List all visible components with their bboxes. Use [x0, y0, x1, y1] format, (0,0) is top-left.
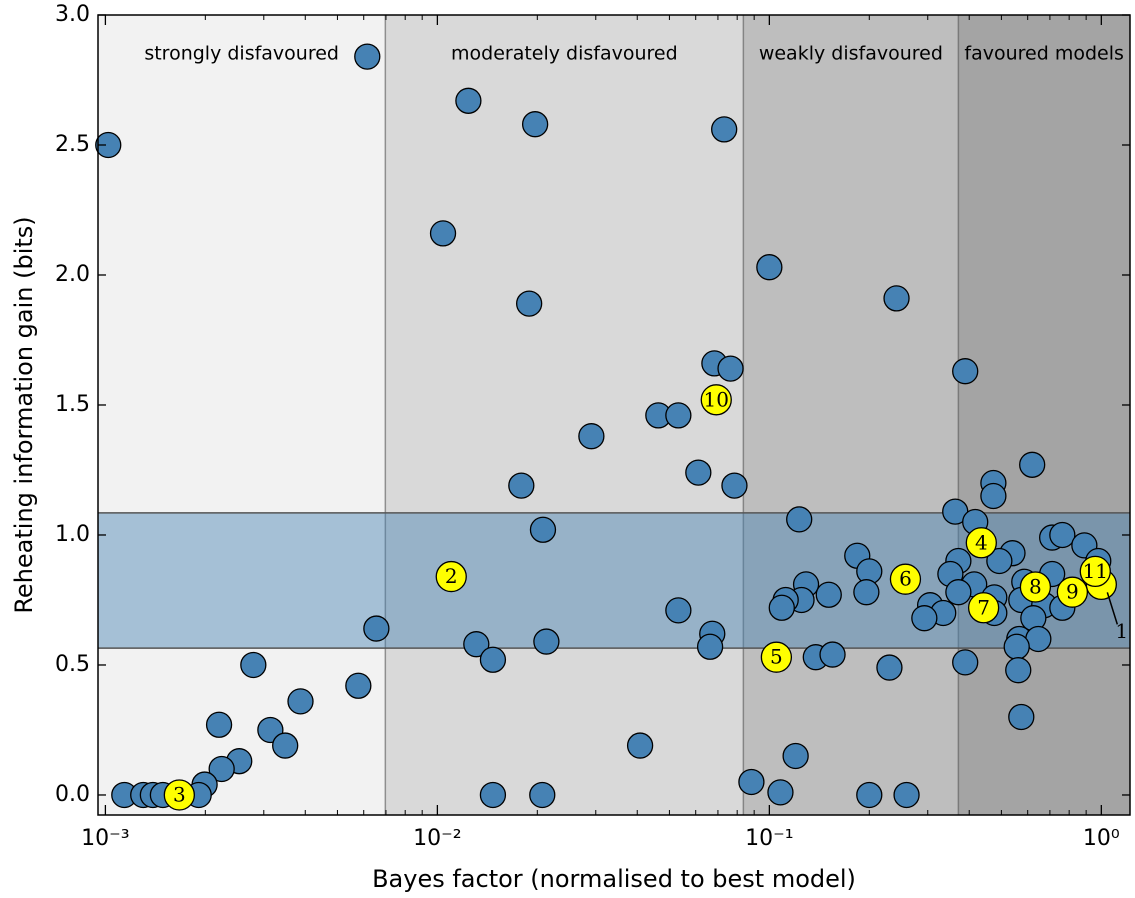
point	[479, 781, 507, 809]
y-axis-label: Reheating information gain (bits)	[10, 216, 38, 613]
point-label: 4	[975, 530, 988, 554]
labeled-point	[889, 563, 922, 595]
point-label: 1	[1115, 619, 1128, 643]
point	[711, 116, 738, 143]
y-tick-label: 2.0	[55, 262, 90, 287]
point	[819, 641, 846, 668]
x-tick-label: 10⁰	[1083, 826, 1120, 851]
point	[893, 781, 920, 809]
point	[240, 651, 267, 679]
point	[521, 111, 549, 138]
point	[529, 516, 557, 543]
labeled-point	[965, 527, 997, 559]
point	[853, 579, 880, 606]
point-label: 8	[1029, 574, 1042, 598]
labeled-point	[1056, 576, 1089, 608]
point	[578, 423, 605, 450]
point	[479, 646, 507, 673]
point-label: 3	[173, 782, 186, 806]
y-tick-label: 1.0	[55, 522, 90, 547]
point	[363, 615, 390, 642]
point	[272, 732, 299, 759]
point	[952, 649, 979, 676]
region-label: moderately disfavoured	[451, 43, 678, 65]
point-label: 10	[704, 387, 729, 411]
y-tick-label: 0.0	[55, 782, 90, 807]
point	[665, 402, 692, 429]
point	[626, 732, 654, 759]
point	[1005, 657, 1032, 684]
y-tick-label: 3.0	[55, 2, 90, 27]
point	[786, 506, 813, 533]
point	[945, 579, 972, 606]
point	[911, 605, 938, 632]
labeled-point	[435, 560, 467, 593]
labeled-point	[760, 641, 793, 673]
point	[508, 472, 535, 499]
region	[743, 15, 959, 815]
point	[685, 459, 712, 486]
point	[533, 628, 560, 655]
point	[696, 633, 724, 660]
point	[665, 597, 692, 624]
point	[345, 672, 372, 699]
point	[455, 87, 482, 114]
point	[1003, 633, 1030, 660]
region-label: favoured models	[964, 43, 1124, 65]
point	[815, 581, 842, 608]
point	[721, 472, 748, 499]
point-label: 2	[445, 564, 458, 588]
point	[738, 768, 765, 796]
x-tick-label: 10⁻²	[413, 826, 461, 851]
point	[354, 43, 381, 70]
y-tick-label: 2.5	[55, 132, 90, 157]
labeled-point	[1019, 571, 1052, 603]
point-label: 9	[1066, 580, 1079, 604]
point-label: 11	[1083, 559, 1108, 583]
point	[429, 220, 457, 247]
labeled-point	[1079, 555, 1111, 588]
point	[529, 781, 556, 809]
x-tick-label: 10⁻³	[81, 826, 129, 851]
plot-frame	[97, 14, 1131, 816]
x-axis-label: Bayes factor (normalised to best model)	[372, 865, 856, 893]
point	[876, 654, 903, 681]
point	[1008, 703, 1035, 731]
point	[883, 285, 910, 312]
point	[756, 254, 783, 281]
point	[767, 779, 794, 806]
point	[287, 688, 314, 715]
point-label: 5	[770, 645, 783, 669]
point	[208, 755, 235, 783]
callout-line	[1106, 592, 1119, 625]
point-label: 7	[977, 595, 990, 619]
point	[768, 594, 795, 621]
point-label: 6	[899, 567, 912, 591]
y-tick-label: 1.5	[55, 392, 90, 417]
region	[98, 15, 386, 815]
point	[1049, 521, 1076, 549]
labeled-point	[163, 779, 195, 811]
point	[856, 781, 883, 809]
point	[717, 355, 744, 382]
labeled-point	[967, 592, 1000, 624]
point	[516, 290, 543, 317]
y-tick-label: 0.5	[55, 652, 90, 677]
point	[95, 131, 122, 159]
point	[782, 742, 809, 770]
region-label: strongly disfavoured	[144, 43, 339, 65]
point	[463, 631, 490, 658]
point	[1019, 451, 1046, 478]
point	[205, 711, 233, 738]
point	[980, 482, 1007, 510]
point	[952, 358, 979, 385]
region-label: weakly disfavoured	[759, 43, 943, 65]
region	[958, 15, 1130, 815]
point	[986, 547, 1013, 575]
labeled-point	[700, 384, 732, 416]
x-tick-label: 10⁻¹	[745, 826, 793, 851]
